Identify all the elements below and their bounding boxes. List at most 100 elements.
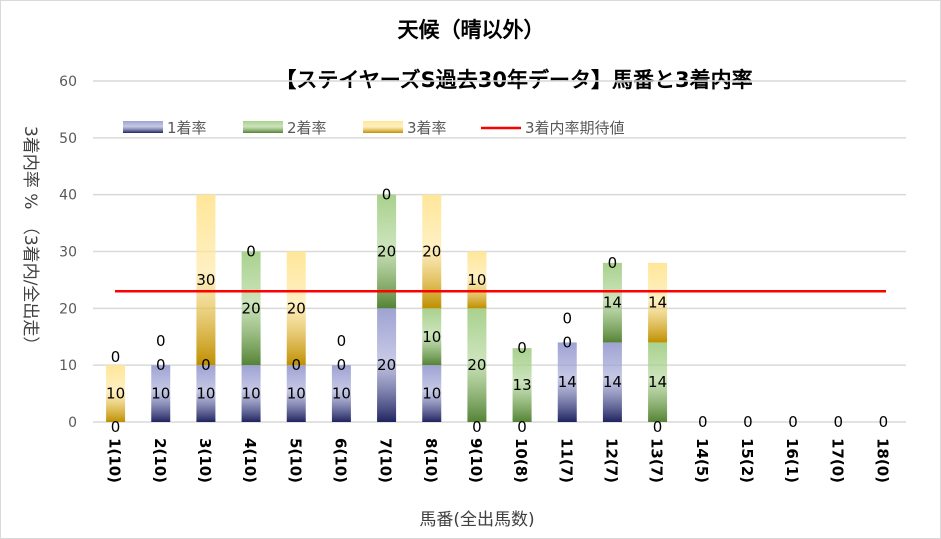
x-tick-label: 1(10)	[106, 438, 124, 483]
y-axis-title: 3着内率 % （3着内/全出走）	[20, 126, 40, 353]
bar-segment-1着率	[151, 365, 171, 422]
bar-segment-3着率	[467, 251, 487, 309]
bar-segment-3着率	[286, 251, 306, 366]
bar-segment-1着率	[331, 365, 351, 422]
data-label: 20	[467, 356, 486, 374]
legend-label: 2着率	[287, 119, 327, 137]
data-label: 0	[653, 418, 663, 436]
data-label: 10	[151, 385, 170, 403]
y-tick-label: 40	[59, 188, 77, 204]
data-label: 20	[377, 356, 396, 374]
x-tick-label: 2(10)	[151, 438, 169, 483]
data-label: 0	[608, 254, 618, 272]
legend-label: 3着内率期待値	[525, 119, 625, 137]
x-tick-label: 11(7)	[557, 438, 575, 483]
data-label: 20	[422, 243, 441, 261]
bar-segment-1着率	[286, 365, 306, 422]
data-label: 13	[513, 376, 532, 394]
data-label: 0	[201, 356, 211, 374]
data-label: 0	[111, 418, 121, 436]
chart-subtitle: 【ステイヤーズS過去30年データ】馬番と3着内率	[275, 68, 752, 92]
bar-segment-2着率	[648, 342, 668, 422]
data-label: 14	[648, 373, 667, 391]
data-label: 0	[562, 333, 572, 351]
x-tick-label: 10(8)	[512, 438, 530, 483]
data-label: 30	[196, 271, 215, 289]
x-tick-label: 18(0)	[873, 438, 891, 483]
legend-label: 1着率	[167, 119, 207, 137]
data-label: 0	[698, 413, 708, 431]
data-label: 10	[422, 385, 441, 403]
bar-segment-2着率	[377, 194, 397, 309]
bar-segment-1着率	[602, 342, 622, 422]
data-label: 0	[382, 186, 392, 204]
bar-segment-3着率	[196, 194, 216, 366]
data-label: 0	[291, 356, 301, 374]
x-tick-label: 16(1)	[783, 438, 801, 483]
data-label: 14	[558, 373, 577, 391]
y-tick-label: 20	[59, 301, 77, 317]
bar-segment-1着率	[557, 342, 577, 422]
x-axis-title: 馬番(全出馬数)	[419, 510, 534, 530]
x-tick-label: 6(10)	[331, 438, 349, 483]
data-label: 0	[517, 418, 527, 436]
legend-swatch	[123, 121, 163, 133]
bar-segment-3着率	[106, 365, 126, 422]
bar-segment-2着率	[241, 251, 261, 366]
y-tick-label: 50	[59, 131, 77, 147]
x-tick-label: 8(10)	[422, 438, 440, 483]
y-tick-label: 0	[68, 415, 77, 431]
x-tick-label: 5(10)	[286, 438, 304, 483]
data-label: 14	[603, 294, 622, 312]
data-label: 20	[377, 243, 396, 261]
data-label: 0	[788, 413, 798, 431]
data-label: 0	[156, 332, 166, 350]
data-label: 0	[517, 339, 527, 357]
x-tick-label: 7(10)	[377, 438, 395, 483]
x-tick-label: 3(10)	[196, 438, 214, 483]
bar-segment-3着率	[648, 262, 668, 343]
data-label: 0	[562, 309, 572, 327]
data-label: 10	[332, 385, 351, 403]
legend-label: 3着率	[407, 119, 447, 137]
data-label: 0	[111, 348, 121, 366]
bar-segment-1着率	[377, 308, 397, 422]
data-label: 10	[422, 328, 441, 346]
bar-segment-1着率	[422, 365, 442, 422]
x-tick-label: 15(2)	[738, 438, 756, 483]
bar-segment-2着率	[422, 308, 442, 366]
data-label: 0	[472, 418, 482, 436]
x-tick-label: 17(0)	[828, 438, 846, 483]
data-label: 14	[648, 294, 667, 312]
x-tick-label: 14(5)	[693, 438, 711, 483]
bar-segment-3着率	[422, 194, 442, 309]
x-tick-label: 9(10)	[467, 438, 485, 483]
y-tick-label: 10	[59, 358, 77, 374]
x-tick-label: 13(7)	[648, 438, 666, 483]
data-label: 0	[337, 356, 347, 374]
y-tick-label: 60	[59, 74, 77, 90]
legend-swatch	[243, 121, 283, 133]
bar-segment-2着率	[512, 348, 532, 422]
data-label: 10	[196, 385, 215, 403]
data-label: 10	[467, 271, 486, 289]
legend-swatch	[363, 121, 403, 133]
data-label: 0	[246, 243, 256, 261]
data-label: 0	[879, 413, 889, 431]
data-label: 14	[603, 373, 622, 391]
data-label: 20	[242, 299, 261, 317]
chart-title: 天候（晴以外）	[398, 18, 545, 42]
x-tick-label: 4(10)	[241, 438, 259, 483]
bar-segment-2着率	[467, 308, 487, 422]
data-label: 10	[242, 385, 261, 403]
bar-segment-1着率	[196, 365, 216, 422]
data-label: 0	[337, 332, 347, 350]
data-label: 20	[287, 299, 306, 317]
x-tick-label: 12(7)	[602, 438, 620, 483]
data-label: 10	[287, 385, 306, 403]
data-label: 0	[156, 356, 166, 374]
bar-segment-1着率	[241, 365, 261, 422]
data-label: 10	[106, 385, 125, 403]
